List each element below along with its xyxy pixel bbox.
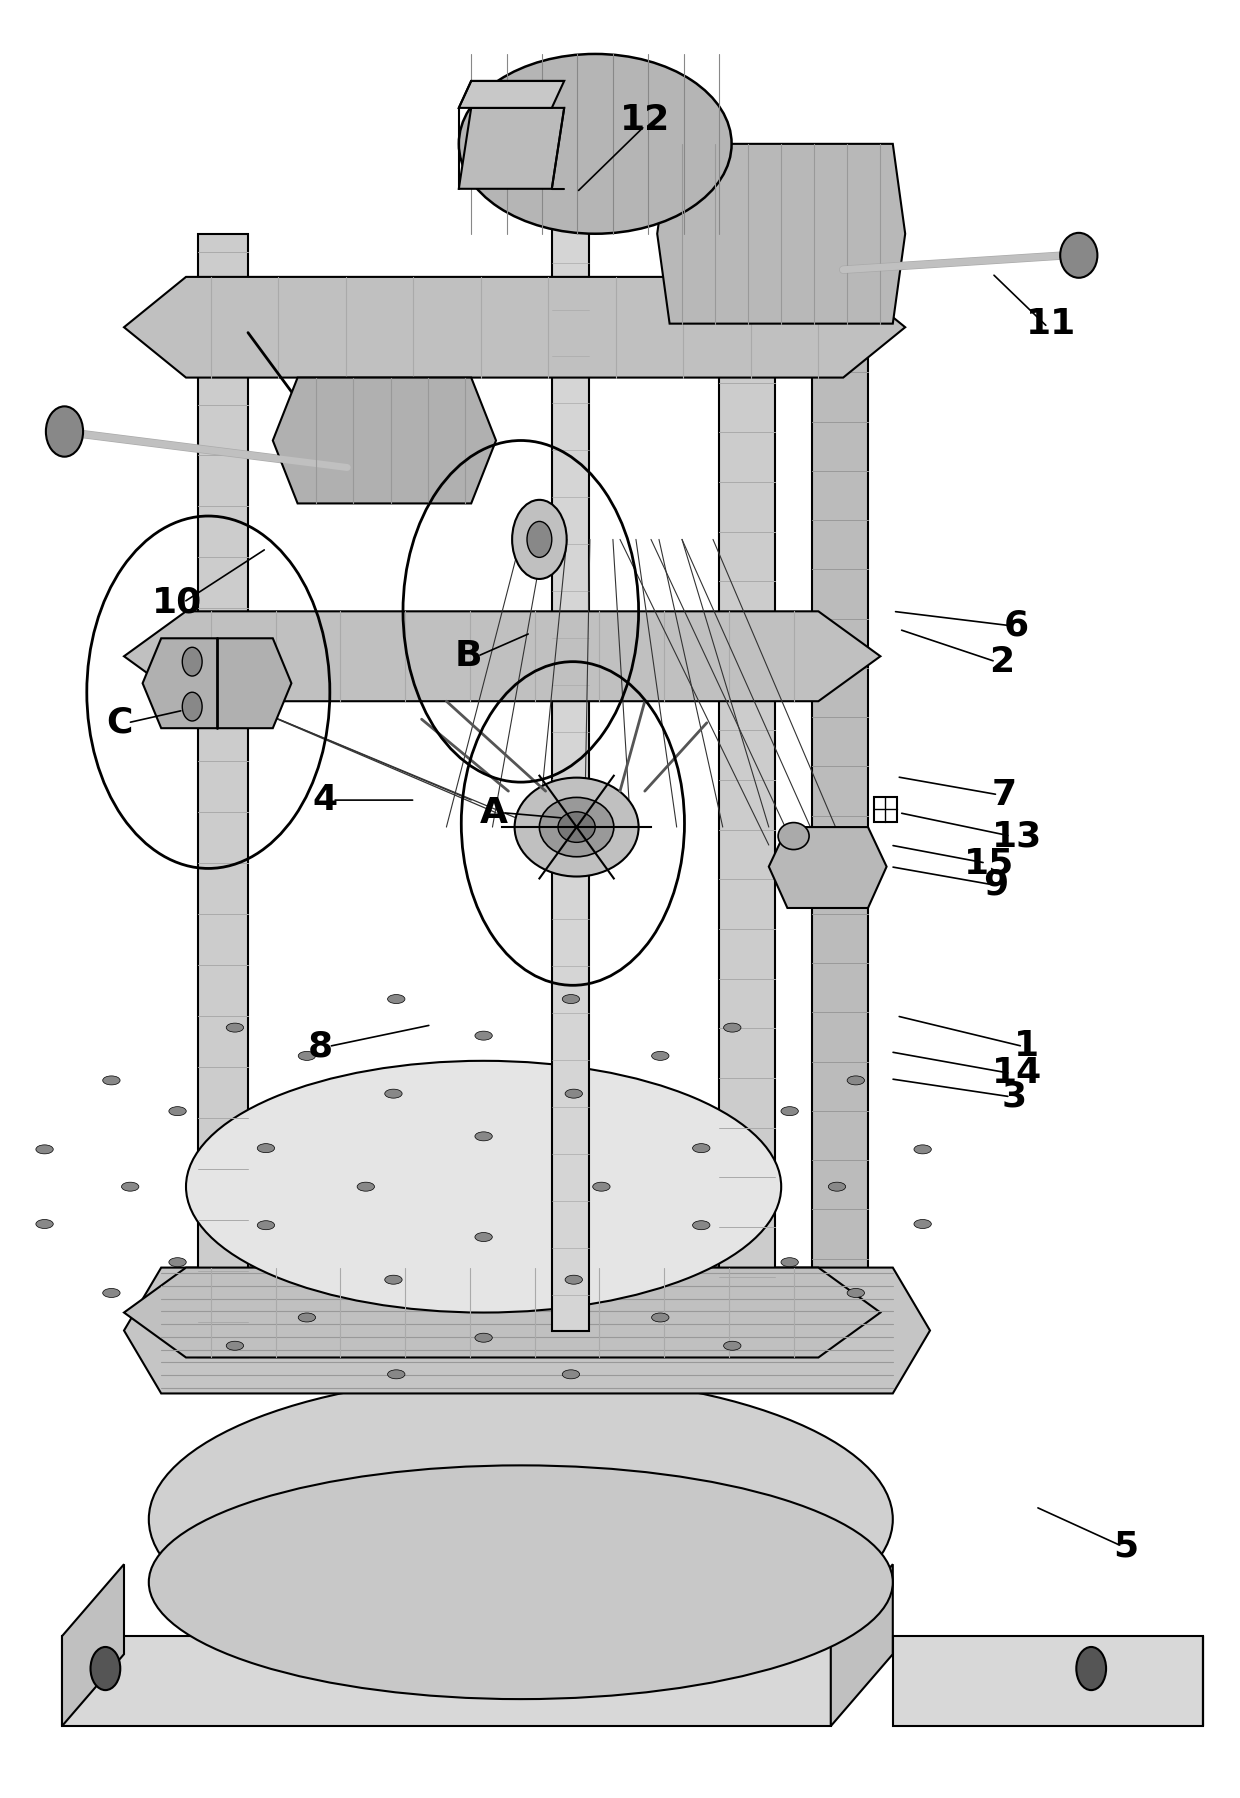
- Ellipse shape: [914, 1145, 931, 1154]
- Polygon shape: [719, 216, 775, 1313]
- Circle shape: [512, 500, 567, 579]
- Text: 8: 8: [308, 1030, 332, 1063]
- Ellipse shape: [475, 1133, 492, 1140]
- Polygon shape: [124, 1268, 880, 1357]
- Polygon shape: [143, 638, 291, 728]
- Ellipse shape: [539, 797, 614, 858]
- Ellipse shape: [914, 1219, 931, 1228]
- Ellipse shape: [298, 1313, 315, 1322]
- Polygon shape: [657, 144, 905, 324]
- Ellipse shape: [226, 1023, 243, 1032]
- Ellipse shape: [593, 1183, 610, 1190]
- Ellipse shape: [475, 1030, 492, 1039]
- Ellipse shape: [459, 54, 732, 234]
- Polygon shape: [831, 1564, 893, 1726]
- Text: 11: 11: [1027, 307, 1076, 340]
- Text: 6: 6: [1004, 610, 1029, 642]
- Polygon shape: [124, 277, 905, 378]
- Ellipse shape: [149, 1375, 893, 1663]
- Polygon shape: [62, 1564, 124, 1726]
- Polygon shape: [62, 1636, 831, 1726]
- Polygon shape: [812, 207, 868, 1295]
- Text: B: B: [455, 640, 482, 672]
- Ellipse shape: [562, 994, 579, 1003]
- Polygon shape: [552, 198, 589, 1331]
- Text: 10: 10: [153, 586, 202, 619]
- Ellipse shape: [36, 1219, 53, 1228]
- Text: 9: 9: [983, 868, 1008, 901]
- Ellipse shape: [781, 1259, 799, 1266]
- Circle shape: [182, 647, 202, 676]
- Ellipse shape: [36, 1145, 53, 1154]
- Ellipse shape: [693, 1221, 711, 1230]
- Ellipse shape: [847, 1289, 864, 1298]
- Ellipse shape: [384, 1090, 402, 1099]
- Ellipse shape: [651, 1313, 668, 1322]
- Circle shape: [91, 1647, 120, 1690]
- Ellipse shape: [257, 1144, 274, 1153]
- Ellipse shape: [384, 1275, 402, 1284]
- Ellipse shape: [169, 1259, 186, 1266]
- Text: 2: 2: [990, 645, 1014, 678]
- Text: 4: 4: [312, 784, 337, 816]
- Ellipse shape: [475, 1334, 492, 1341]
- Ellipse shape: [828, 1183, 846, 1190]
- Ellipse shape: [565, 1275, 583, 1284]
- Ellipse shape: [226, 1341, 243, 1350]
- Text: 3: 3: [1002, 1081, 1027, 1113]
- Ellipse shape: [562, 1370, 579, 1379]
- Circle shape: [182, 692, 202, 721]
- Ellipse shape: [515, 777, 639, 877]
- Ellipse shape: [299, 1052, 316, 1061]
- Ellipse shape: [186, 1061, 781, 1313]
- Ellipse shape: [388, 1370, 405, 1379]
- Ellipse shape: [847, 1075, 864, 1084]
- Ellipse shape: [103, 1075, 120, 1084]
- Text: 1: 1: [1014, 1030, 1039, 1063]
- Ellipse shape: [781, 1106, 799, 1115]
- Text: C: C: [105, 707, 133, 739]
- Text: A: A: [480, 797, 507, 829]
- Polygon shape: [124, 611, 880, 701]
- Text: 14: 14: [992, 1057, 1042, 1090]
- Polygon shape: [893, 1636, 1203, 1726]
- Ellipse shape: [651, 1052, 668, 1061]
- Ellipse shape: [1060, 234, 1097, 277]
- Ellipse shape: [357, 1183, 374, 1190]
- Polygon shape: [124, 1268, 930, 1393]
- Circle shape: [1076, 1647, 1106, 1690]
- Ellipse shape: [149, 1465, 893, 1699]
- Ellipse shape: [558, 811, 595, 841]
- Bar: [874, 797, 897, 822]
- Polygon shape: [459, 108, 564, 189]
- Ellipse shape: [122, 1183, 139, 1190]
- Circle shape: [527, 521, 552, 557]
- Ellipse shape: [169, 1106, 186, 1115]
- Polygon shape: [769, 827, 887, 908]
- Ellipse shape: [693, 1144, 711, 1153]
- Ellipse shape: [475, 1233, 492, 1241]
- Text: 5: 5: [1114, 1530, 1138, 1562]
- Ellipse shape: [724, 1023, 742, 1032]
- Ellipse shape: [103, 1289, 120, 1298]
- Polygon shape: [273, 378, 496, 503]
- Ellipse shape: [257, 1221, 274, 1230]
- Text: 13: 13: [992, 820, 1042, 852]
- Text: 12: 12: [620, 104, 670, 137]
- Polygon shape: [459, 81, 564, 108]
- Text: 15: 15: [965, 847, 1014, 879]
- Ellipse shape: [724, 1341, 742, 1350]
- Ellipse shape: [565, 1090, 583, 1099]
- Ellipse shape: [46, 406, 83, 457]
- Ellipse shape: [779, 822, 808, 850]
- Ellipse shape: [388, 994, 405, 1003]
- Polygon shape: [198, 234, 248, 1357]
- Text: 7: 7: [992, 779, 1017, 811]
